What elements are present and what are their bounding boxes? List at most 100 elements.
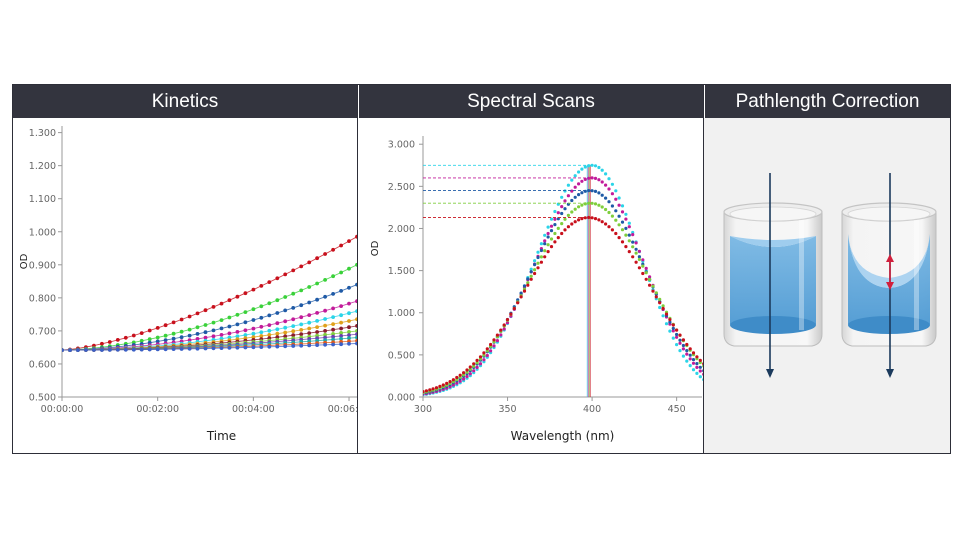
kinetics-data-point <box>171 347 176 351</box>
kinetics-series-line <box>62 236 357 351</box>
spectral-data-point <box>556 211 560 215</box>
spectral-data-point <box>691 358 696 362</box>
kinetics-panel: Kinetics 0.500 0.600 0.700 0.800 0.900 1.000 1… <box>12 84 358 454</box>
spectral-data-point <box>627 239 631 243</box>
spectral-data-point <box>509 312 513 316</box>
spectral-data-point <box>610 192 614 196</box>
spectral-data-point <box>570 178 574 182</box>
spectral-data-point <box>536 255 540 260</box>
kinetics-data-point <box>251 345 256 350</box>
kinetics-data-point <box>347 341 351 346</box>
kinetics-data-point <box>339 320 343 325</box>
spectral-data-point <box>580 167 584 171</box>
spectral-data-point <box>505 321 510 325</box>
spectral-data-point <box>624 226 628 230</box>
kinetics-y-tick-label: 0.600 <box>29 359 56 370</box>
spectral-series <box>423 163 703 397</box>
spectral-data-point <box>556 226 560 230</box>
spectral-data-point <box>620 220 625 224</box>
spectral-data-point <box>482 353 486 357</box>
kinetics-data-point <box>339 270 343 275</box>
spectral-data-point <box>533 268 537 272</box>
spectral-data-point <box>614 189 618 193</box>
kinetics-data-point <box>267 280 272 284</box>
pathlength-illustration <box>723 173 937 378</box>
spectral-data-point <box>624 217 628 221</box>
spectral-data-point <box>451 378 455 382</box>
spectral-data-point <box>661 314 665 318</box>
spectral-data-point <box>617 236 621 240</box>
spectral-data-point <box>671 326 675 330</box>
kinetics-y-tick-label: 1.200 <box>29 161 56 172</box>
spectral-data-point <box>593 217 598 221</box>
spectral-data-point <box>678 349 682 353</box>
spectral-data-point <box>610 204 614 208</box>
spectral-data-point <box>651 289 655 293</box>
spectral-data-point <box>671 336 675 340</box>
spectral-data-point <box>610 214 614 218</box>
spectral-data-point <box>549 245 554 249</box>
kinetics-data-point <box>355 332 357 337</box>
spectral-data-point <box>644 277 648 281</box>
spectral-data-point <box>702 362 703 366</box>
pathlength-header: Pathlength Correction <box>704 85 950 118</box>
kinetics-data-point <box>195 337 200 341</box>
spectral-data-point <box>489 349 493 353</box>
spectral-data-point <box>455 381 459 385</box>
spectral-data-point <box>675 328 679 332</box>
spectral-data-point <box>664 322 669 326</box>
spectral-data-point <box>543 249 547 253</box>
spectral-data-point <box>546 231 550 236</box>
kinetics-data-point <box>323 342 327 347</box>
kinetics-data-point <box>107 340 112 344</box>
kinetics-data-point <box>227 346 232 350</box>
spectral-data-point <box>577 218 581 222</box>
kinetics-data-point <box>251 318 256 322</box>
kinetics-data-point <box>299 288 304 293</box>
spectral-data-point <box>566 194 570 198</box>
kinetics-data-point <box>139 331 144 335</box>
spectral-data-point <box>597 165 601 170</box>
spectral-data-point <box>522 289 527 293</box>
spectral-data-point <box>455 375 459 380</box>
spectral-data-point <box>577 182 581 186</box>
kinetics-data-point <box>323 332 327 337</box>
spectral-data-point <box>610 228 614 232</box>
spectral-data-point <box>539 255 543 259</box>
kinetics-data-point <box>331 337 335 342</box>
spectral-data-point <box>587 201 591 205</box>
kinetics-data-point <box>251 326 256 331</box>
spectral-data-point <box>637 266 641 270</box>
spectral-data-point <box>445 381 449 385</box>
spectral-data-point <box>499 333 503 337</box>
kinetics-data-point <box>275 298 280 303</box>
spectral-data-point <box>631 240 635 244</box>
kinetics-data-point <box>347 325 351 330</box>
kinetics-data-point <box>155 335 160 340</box>
spectral-data-point <box>688 347 692 351</box>
kinetics-data-point <box>219 318 224 322</box>
kinetics-data-point <box>259 284 264 288</box>
spectral-data-point <box>573 195 577 199</box>
spectral-data-point <box>533 271 537 276</box>
spectral-data-point <box>448 380 452 384</box>
kinetics-data-point <box>163 338 168 342</box>
spectral-data-point <box>539 260 543 264</box>
spectral-data-point <box>543 239 547 243</box>
spectral-data-point <box>546 235 550 239</box>
spectral-data-point <box>634 251 638 255</box>
kinetics-data-point <box>267 313 272 318</box>
spectral-data-point <box>607 210 611 215</box>
kinetics-data-point <box>355 282 357 287</box>
spectral-data-point <box>681 354 685 358</box>
kinetics-data-point <box>235 312 240 317</box>
spectral-data-point <box>522 284 527 288</box>
spectral-data-point <box>681 343 685 348</box>
spectral-data-point <box>702 378 703 382</box>
spectral-data-point <box>451 383 455 387</box>
spectral-data-point <box>472 369 476 373</box>
spectral-data-point <box>519 291 523 295</box>
kinetics-chart: 0.500 0.600 0.700 0.800 0.900 1.000 1.100 1.200… <box>19 126 357 443</box>
spectral-y-axis-title: OD <box>370 240 381 256</box>
spectral-data-point <box>634 247 638 251</box>
